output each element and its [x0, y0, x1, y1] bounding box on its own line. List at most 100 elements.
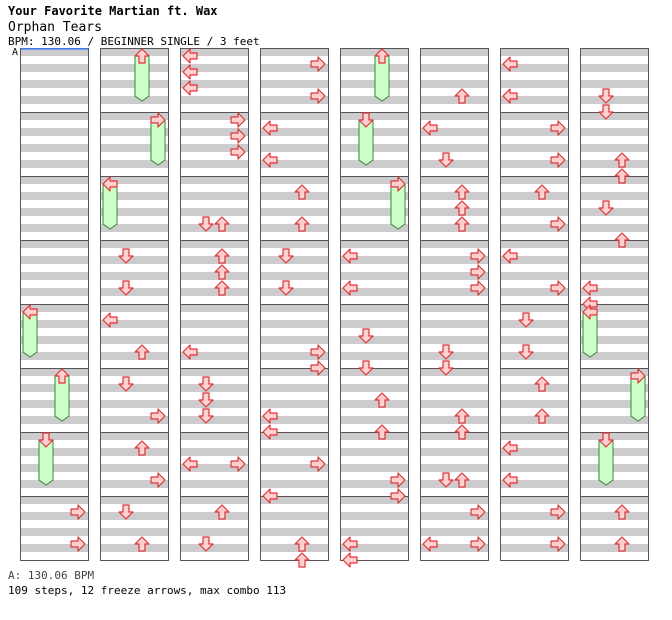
down-arrow-icon	[518, 344, 534, 360]
step-note	[582, 280, 598, 296]
right-arrow-icon	[470, 280, 486, 296]
beat-stripe	[580, 352, 648, 360]
beat-stripe	[20, 128, 88, 136]
freeze-note	[54, 368, 70, 422]
left-arrow-icon	[502, 472, 518, 488]
step-note	[534, 184, 550, 200]
measure-box	[340, 496, 409, 561]
beat-stripe	[580, 48, 648, 56]
beat-stripe	[420, 304, 488, 312]
step-note	[134, 344, 150, 360]
bpm-marker-label: A	[12, 47, 19, 58]
beat-stripe	[340, 48, 408, 56]
beat-stripe	[20, 368, 88, 376]
beat-stripe	[420, 96, 488, 104]
freeze-note	[38, 432, 54, 486]
beat-stripe	[180, 160, 248, 168]
beat-stripe	[20, 240, 88, 248]
right-arrow-icon	[310, 56, 326, 72]
beat-stripe	[420, 256, 488, 264]
beat-stripe	[500, 112, 568, 120]
step-note	[310, 360, 326, 376]
down-arrow-icon	[598, 200, 614, 216]
beat-stripe	[20, 512, 88, 520]
down-arrow-icon	[198, 536, 214, 552]
step-note	[438, 472, 454, 488]
beat-stripe	[500, 496, 568, 504]
step-note	[438, 152, 454, 168]
up-arrow-icon	[534, 184, 550, 200]
beat-stripe	[20, 384, 88, 392]
beat-stripe	[340, 240, 408, 248]
step-note	[470, 248, 486, 264]
beat-stripe	[580, 320, 648, 328]
step-note	[422, 536, 438, 552]
step-note	[198, 408, 214, 424]
beat-stripe	[340, 144, 408, 152]
beat-stripe	[100, 512, 168, 520]
right-arrow-icon	[310, 360, 326, 376]
right-arrow-icon	[550, 120, 566, 136]
beat-stripe	[100, 480, 168, 488]
beat-stripe	[180, 112, 248, 120]
beat-stripe	[500, 336, 568, 344]
chart-column	[340, 48, 409, 561]
step-note	[614, 152, 630, 168]
up-arrow-icon	[134, 48, 150, 64]
step-note	[454, 408, 470, 424]
step-note	[310, 456, 326, 472]
down-arrow-icon	[118, 248, 134, 264]
beat-stripe	[420, 80, 488, 88]
right-arrow-icon	[550, 504, 566, 520]
beat-stripe	[500, 192, 568, 200]
step-note	[118, 248, 134, 264]
beat-stripe	[100, 416, 168, 424]
beat-stripe	[180, 176, 248, 184]
beat-stripe	[100, 240, 168, 248]
beat-stripe	[20, 48, 88, 56]
beat-stripe	[340, 288, 408, 296]
up-arrow-icon	[134, 440, 150, 456]
freeze-note	[374, 48, 390, 102]
up-arrow-icon	[614, 232, 630, 248]
step-note	[614, 232, 630, 248]
left-arrow-icon	[102, 312, 118, 328]
step-note	[390, 488, 406, 504]
left-arrow-icon	[102, 176, 118, 192]
beat-stripe	[100, 48, 168, 56]
beat-stripe	[100, 256, 168, 264]
beat-stripe	[260, 176, 328, 184]
beat-stripe	[20, 432, 88, 440]
beat-stripe	[420, 544, 488, 552]
beat-stripe	[180, 416, 248, 424]
beat-stripe	[100, 544, 168, 552]
right-arrow-icon	[230, 112, 246, 128]
beat-stripe	[420, 336, 488, 344]
beat-stripe	[500, 128, 568, 136]
beat-stripe	[260, 416, 328, 424]
left-arrow-icon	[502, 88, 518, 104]
step-note	[454, 200, 470, 216]
beat-stripe	[100, 224, 168, 232]
right-arrow-icon	[150, 472, 166, 488]
left-arrow-icon	[182, 48, 198, 64]
beat-stripe	[260, 352, 328, 360]
step-note	[454, 88, 470, 104]
beat-stripe	[420, 368, 488, 376]
up-arrow-icon	[294, 216, 310, 232]
beat-stripe	[420, 160, 488, 168]
down-arrow-icon	[358, 112, 374, 128]
up-arrow-icon	[374, 392, 390, 408]
beat-stripe	[340, 160, 408, 168]
beat-stripe	[580, 288, 648, 296]
step-note	[150, 408, 166, 424]
beat-stripe	[420, 512, 488, 520]
step-note	[182, 344, 198, 360]
measure-box	[260, 496, 329, 561]
beat-stripe	[260, 48, 328, 56]
beat-stripe	[180, 496, 248, 504]
beat-stripe	[500, 80, 568, 88]
beat-stripe	[20, 288, 88, 296]
beat-stripe	[100, 112, 168, 120]
up-arrow-icon	[294, 536, 310, 552]
